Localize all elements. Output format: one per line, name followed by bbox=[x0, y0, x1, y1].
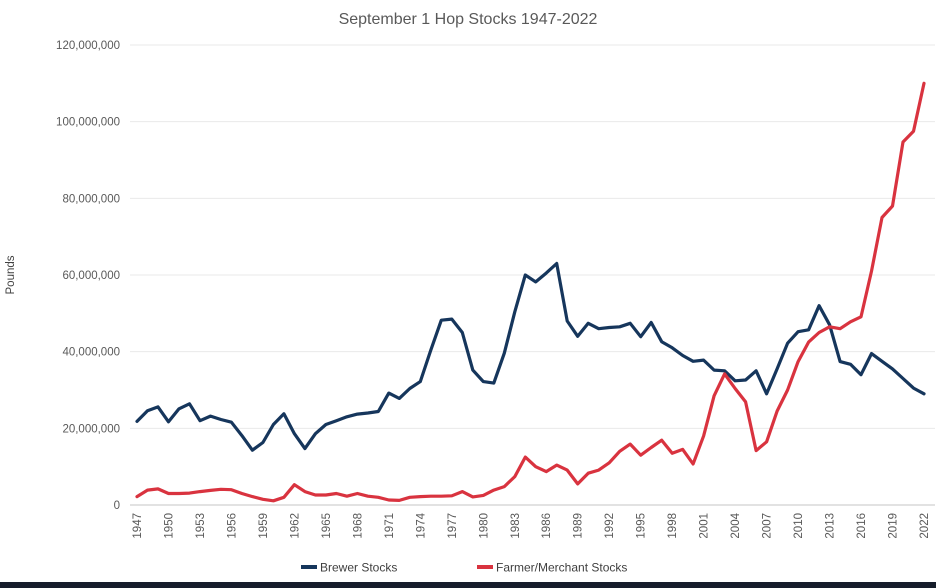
x-tick-label: 1980 bbox=[478, 513, 490, 539]
y-tick-label: 40,000,000 bbox=[62, 347, 120, 359]
x-tick-label: 1947 bbox=[132, 513, 144, 539]
y-tick-label: 20,000,000 bbox=[62, 423, 120, 435]
brewer-stocks-line bbox=[135, 261, 926, 452]
x-tick-label: 2019 bbox=[888, 513, 900, 539]
x-tick-label: 2007 bbox=[762, 513, 774, 539]
y-tick-label: 100,000,000 bbox=[56, 117, 120, 129]
x-tick-label: 1989 bbox=[573, 513, 585, 539]
x-tick-label: 1974 bbox=[415, 512, 427, 538]
y-tick-label: 60,000,000 bbox=[62, 270, 120, 282]
x-tick-label: 1986 bbox=[541, 513, 553, 539]
series-lines bbox=[135, 81, 926, 503]
y-tick-label: 0 bbox=[114, 500, 120, 512]
x-tick-label: 1968 bbox=[352, 513, 364, 539]
bottom-divider-bar bbox=[0, 582, 936, 588]
y-tick-label: 120,000,000 bbox=[56, 40, 120, 52]
gridlines bbox=[130, 44, 935, 506]
x-tick-label: 1962 bbox=[289, 513, 301, 539]
x-tick-label: 2016 bbox=[856, 513, 868, 539]
x-tick-label: 1998 bbox=[667, 513, 679, 539]
x-tick-label: 1959 bbox=[258, 513, 270, 539]
farmer-legend-label: Farmer/Merchant Stocks bbox=[496, 561, 627, 575]
legend-item-brewer: Brewer Stocks bbox=[301, 561, 397, 575]
x-tick-label: 1992 bbox=[604, 513, 616, 539]
x-tick-label: 1956 bbox=[226, 513, 238, 539]
x-tick-label: 2010 bbox=[793, 513, 805, 539]
x-tick-label: 1971 bbox=[384, 513, 396, 539]
x-axis-tick-labels: 1947 1950 1953 1956 1959 1962 1965 1968 1971 1974… bbox=[132, 512, 931, 538]
x-tick-label: 2004 bbox=[730, 512, 742, 538]
x-tick-label: 1950 bbox=[163, 513, 175, 539]
legend-item-farmer: Farmer/Merchant Stocks bbox=[477, 561, 627, 575]
chart-title: September 1 Hop Stocks 1947-2022 bbox=[339, 11, 598, 28]
x-tick-label: 1995 bbox=[636, 513, 648, 539]
farmer-merchant-stocks-line bbox=[135, 81, 926, 503]
x-tick-label: 2001 bbox=[699, 513, 711, 539]
x-tick-label: 2022 bbox=[919, 513, 931, 539]
x-tick-label: 1965 bbox=[321, 513, 333, 539]
y-axis-tick-labels: 0 20,000,000 40,000,000 60,000,000 80,000,00… bbox=[56, 40, 120, 512]
brewer-legend-label: Brewer Stocks bbox=[320, 561, 397, 575]
x-tick-label: 1983 bbox=[510, 513, 522, 539]
y-tick-label: 80,000,000 bbox=[62, 193, 120, 205]
x-tick-label: 2013 bbox=[825, 513, 837, 539]
y-axis-title: Pounds bbox=[5, 255, 17, 294]
x-tick-label: 1977 bbox=[447, 513, 459, 539]
legend: Brewer Stocks Farmer/Merchant Stocks bbox=[301, 561, 627, 575]
x-tick-label: 1953 bbox=[195, 513, 207, 539]
